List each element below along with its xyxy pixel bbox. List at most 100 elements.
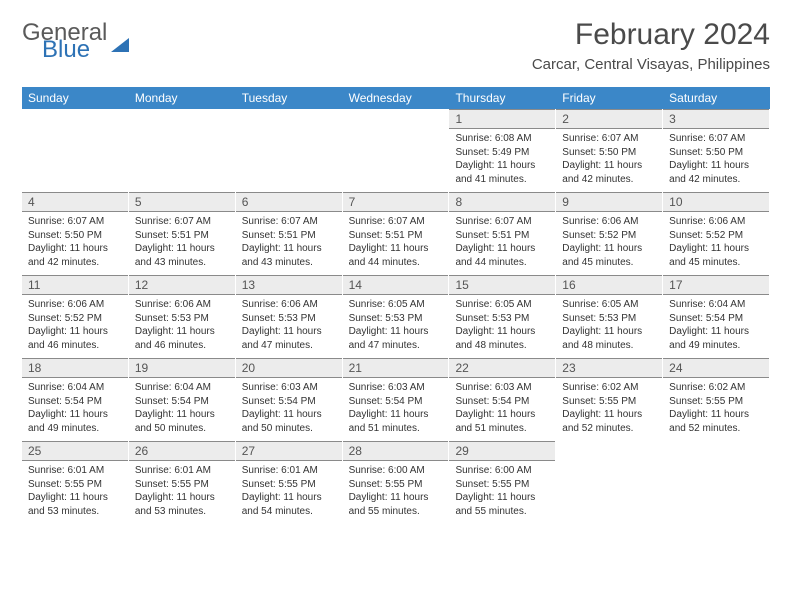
day-number: 20 [236,358,342,378]
sunrise-text: Sunrise: 6:07 AM [242,215,336,229]
sunset-text: Sunset: 5:51 PM [242,229,336,243]
daylight-text: Daylight: 11 hours and 52 minutes. [669,408,763,435]
day-number: 14 [343,275,449,295]
day-body: Sunrise: 6:07 AMSunset: 5:51 PMDaylight:… [343,212,449,275]
week-row: 11Sunrise: 6:06 AMSunset: 5:52 PMDayligh… [22,275,770,358]
day-cell: 28Sunrise: 6:00 AMSunset: 5:55 PMDayligh… [343,441,450,524]
day-cell: 22Sunrise: 6:03 AMSunset: 5:54 PMDayligh… [449,358,556,441]
day-number: 12 [129,275,235,295]
day-cell: 29Sunrise: 6:00 AMSunset: 5:55 PMDayligh… [449,441,556,524]
daylight-text: Daylight: 11 hours and 53 minutes. [135,491,229,518]
sunrise-text: Sunrise: 6:02 AM [562,381,656,395]
day-body: Sunrise: 6:06 AMSunset: 5:53 PMDaylight:… [236,295,342,358]
day-body: Sunrise: 6:04 AMSunset: 5:54 PMDaylight:… [22,378,128,441]
day-body: Sunrise: 6:06 AMSunset: 5:52 PMDaylight:… [22,295,128,358]
day-number: 4 [22,192,128,212]
daylight-text: Daylight: 11 hours and 54 minutes. [242,491,336,518]
logo-text: General Blue [22,22,107,62]
day-number: 28 [343,441,449,461]
daylight-text: Daylight: 11 hours and 41 minutes. [455,159,549,186]
day-number: 17 [663,275,769,295]
daylight-text: Daylight: 11 hours and 49 minutes. [28,408,122,435]
dow-saturday: Saturday [663,87,770,109]
daylight-text: Daylight: 11 hours and 49 minutes. [669,325,763,352]
day-number: 9 [556,192,662,212]
sunset-text: Sunset: 5:54 PM [455,395,549,409]
daylight-text: Daylight: 11 hours and 46 minutes. [28,325,122,352]
daylight-text: Daylight: 11 hours and 42 minutes. [669,159,763,186]
day-number: 5 [129,192,235,212]
daylight-text: Daylight: 11 hours and 42 minutes. [562,159,656,186]
sunrise-text: Sunrise: 6:02 AM [669,381,763,395]
sunset-text: Sunset: 5:54 PM [135,395,229,409]
sunset-text: Sunset: 5:54 PM [349,395,443,409]
dow-sunday: Sunday [22,87,129,109]
day-cell: 17Sunrise: 6:04 AMSunset: 5:54 PMDayligh… [663,275,770,358]
day-number: 27 [236,441,342,461]
daylight-text: Daylight: 11 hours and 42 minutes. [28,242,122,269]
logo-triangle-icon [111,38,129,52]
day-number: 19 [129,358,235,378]
sunset-text: Sunset: 5:51 PM [349,229,443,243]
sunrise-text: Sunrise: 6:05 AM [455,298,549,312]
sunrise-text: Sunrise: 6:07 AM [28,215,122,229]
day-body: Sunrise: 6:01 AMSunset: 5:55 PMDaylight:… [129,461,235,524]
daylight-text: Daylight: 11 hours and 47 minutes. [242,325,336,352]
dow-monday: Monday [129,87,236,109]
day-cell: 16Sunrise: 6:05 AMSunset: 5:53 PMDayligh… [556,275,663,358]
daylight-text: Daylight: 11 hours and 51 minutes. [455,408,549,435]
day-number: 18 [22,358,128,378]
sunrise-text: Sunrise: 6:06 AM [669,215,763,229]
day-cell: 26Sunrise: 6:01 AMSunset: 5:55 PMDayligh… [129,441,236,524]
page-title: February 2024 [532,18,770,52]
sunrise-text: Sunrise: 6:03 AM [349,381,443,395]
sunrise-text: Sunrise: 6:06 AM [135,298,229,312]
day-number: 13 [236,275,342,295]
sunset-text: Sunset: 5:53 PM [455,312,549,326]
day-cell [663,441,770,524]
sunrise-text: Sunrise: 6:06 AM [562,215,656,229]
day-cell: 25Sunrise: 6:01 AMSunset: 5:55 PMDayligh… [22,441,129,524]
sunset-text: Sunset: 5:54 PM [28,395,122,409]
sunrise-text: Sunrise: 6:07 AM [562,132,656,146]
sunrise-text: Sunrise: 6:03 AM [242,381,336,395]
day-number: 16 [556,275,662,295]
sunrise-text: Sunrise: 6:07 AM [669,132,763,146]
day-number: 8 [449,192,555,212]
week-row: 18Sunrise: 6:04 AMSunset: 5:54 PMDayligh… [22,358,770,441]
sunset-text: Sunset: 5:50 PM [669,146,763,160]
sunset-text: Sunset: 5:54 PM [242,395,336,409]
day-cell: 23Sunrise: 6:02 AMSunset: 5:55 PMDayligh… [556,358,663,441]
day-number [556,441,662,447]
day-cell: 2Sunrise: 6:07 AMSunset: 5:50 PMDaylight… [556,109,663,192]
sunset-text: Sunset: 5:52 PM [669,229,763,243]
sunrise-text: Sunrise: 6:01 AM [242,464,336,478]
sunset-text: Sunset: 5:55 PM [135,478,229,492]
week-row: 1Sunrise: 6:08 AMSunset: 5:49 PMDaylight… [22,109,770,192]
title-block: February 2024 Carcar, Central Visayas, P… [532,18,770,73]
day-number: 24 [663,358,769,378]
day-cell: 27Sunrise: 6:01 AMSunset: 5:55 PMDayligh… [236,441,343,524]
day-cell: 4Sunrise: 6:07 AMSunset: 5:50 PMDaylight… [22,192,129,275]
day-body: Sunrise: 6:05 AMSunset: 5:53 PMDaylight:… [449,295,555,358]
day-cell: 14Sunrise: 6:05 AMSunset: 5:53 PMDayligh… [343,275,450,358]
day-cell: 11Sunrise: 6:06 AMSunset: 5:52 PMDayligh… [22,275,129,358]
day-number [343,109,449,115]
day-body: Sunrise: 6:07 AMSunset: 5:51 PMDaylight:… [449,212,555,275]
day-body: Sunrise: 6:01 AMSunset: 5:55 PMDaylight:… [22,461,128,524]
logo-word-blue: Blue [42,39,107,62]
sunset-text: Sunset: 5:52 PM [562,229,656,243]
day-cell: 15Sunrise: 6:05 AMSunset: 5:53 PMDayligh… [449,275,556,358]
sunrise-text: Sunrise: 6:07 AM [135,215,229,229]
day-number: 25 [22,441,128,461]
sunset-text: Sunset: 5:54 PM [669,312,763,326]
day-body: Sunrise: 6:06 AMSunset: 5:52 PMDaylight:… [556,212,662,275]
day-cell: 8Sunrise: 6:07 AMSunset: 5:51 PMDaylight… [449,192,556,275]
daylight-text: Daylight: 11 hours and 43 minutes. [242,242,336,269]
day-cell: 13Sunrise: 6:06 AMSunset: 5:53 PMDayligh… [236,275,343,358]
daylight-text: Daylight: 11 hours and 55 minutes. [455,491,549,518]
day-number: 10 [663,192,769,212]
sunset-text: Sunset: 5:55 PM [562,395,656,409]
calendar: Sunday Monday Tuesday Wednesday Thursday… [22,87,770,524]
day-number: 3 [663,109,769,129]
